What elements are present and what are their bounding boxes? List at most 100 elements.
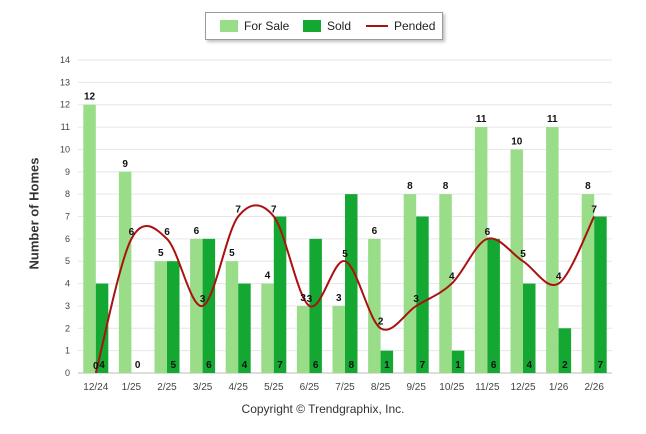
x-tick-label: 2/25 <box>157 382 177 393</box>
data-label-for-sale: 8 <box>443 181 449 192</box>
data-label-sold: 7 <box>277 360 283 371</box>
legend: For Sale Sold Pended <box>205 12 443 40</box>
y-tick-label: 4 <box>65 279 70 289</box>
data-label-sold: 1 <box>455 360 461 371</box>
data-label-for-sale: 4 <box>265 271 271 282</box>
x-tick-label: 6/25 <box>300 382 320 393</box>
data-label-pended: 4 <box>556 272 562 283</box>
bar-for-sale <box>403 194 417 373</box>
y-tick-label: 13 <box>60 77 70 87</box>
legend-label-pended: Pended <box>394 19 436 33</box>
data-label-pended: 3 <box>200 294 206 305</box>
bar-sold <box>273 216 287 373</box>
y-tick-label: 6 <box>65 234 70 244</box>
x-tick-label: 12/24 <box>83 382 108 393</box>
bar-sold <box>594 216 607 373</box>
x-tick-label: 2/26 <box>584 382 604 393</box>
data-label-sold: 6 <box>491 360 497 371</box>
y-tick-label: 5 <box>65 256 70 266</box>
x-tick-label: 9/25 <box>406 382 426 393</box>
bar-for-sale <box>439 194 452 373</box>
y-tick-label: 11 <box>61 122 70 132</box>
data-label-pended: 6 <box>485 227 491 238</box>
data-label-sold: 7 <box>420 360 426 371</box>
y-tick-label: 12 <box>60 100 70 110</box>
data-label-sold: 4 <box>99 360 105 371</box>
legend-item-pended[interactable]: Pended <box>366 13 435 39</box>
y-tick-label: 9 <box>65 167 70 177</box>
x-tick-label: 11/25 <box>475 382 500 393</box>
bar-for-sale <box>225 261 239 373</box>
bar-for-sale <box>261 283 274 373</box>
y-tick-label: 3 <box>65 301 70 311</box>
bar-sold <box>95 283 109 373</box>
bar-for-sale <box>546 127 559 373</box>
bar-sold <box>523 283 536 373</box>
data-label-for-sale: 8 <box>407 181 413 192</box>
data-label-sold: 5 <box>170 360 176 371</box>
legend-item-sold[interactable]: Sold <box>303 13 351 39</box>
legend-swatch-pended <box>366 25 388 27</box>
bar-for-sale <box>154 261 167 373</box>
bar-sold <box>238 283 251 373</box>
bar-sold <box>558 328 572 373</box>
bar-for-sale <box>118 171 132 373</box>
data-label-sold: 2 <box>562 360 568 371</box>
data-label-for-sale: 8 <box>585 181 591 192</box>
data-label-sold: 4 <box>242 360 248 371</box>
legend-label-for-sale: For Sale <box>244 19 290 33</box>
copyright-text: Copyright © Trendgraphix, Inc. <box>241 402 405 416</box>
data-label-pended: 2 <box>378 316 384 327</box>
data-label-sold: 6 <box>313 360 319 371</box>
x-tick-label: 10/25 <box>439 382 464 393</box>
data-label-pended: 3 <box>413 294 419 305</box>
y-tick-label: 2 <box>65 323 70 333</box>
bar-sold <box>451 350 465 373</box>
bar-for-sale <box>510 149 523 373</box>
bar-for-sale <box>474 127 488 373</box>
data-label-pended: 0 <box>93 361 99 372</box>
pended-line <box>94 204 596 374</box>
x-tick-label: 4/25 <box>228 382 248 393</box>
legend-label-sold: Sold <box>327 19 352 33</box>
x-tick-label: 1/26 <box>549 382 569 393</box>
y-tick-label: 14 <box>60 55 70 65</box>
data-label-sold: 4 <box>526 360 532 371</box>
x-tick-label: 7/25 <box>335 382 355 393</box>
y-tick-label: 0 <box>65 368 70 378</box>
data-label-sold: 0 <box>135 360 141 371</box>
y-tick-label: 8 <box>65 189 70 199</box>
data-label-sold: 7 <box>598 360 604 371</box>
data-label-pended: 3 <box>307 294 313 305</box>
bar-sold <box>380 350 394 373</box>
bar-for-sale <box>332 305 345 373</box>
legend-swatch-for-sale <box>220 20 238 32</box>
y-tick-label: 1 <box>65 346 70 356</box>
data-label-pended: 4 <box>449 272 455 283</box>
bar-for-sale <box>368 238 381 373</box>
x-tick-label: 3/25 <box>193 382 213 393</box>
x-tick-label: 1/25 <box>122 382 142 393</box>
data-label-pended: 7 <box>271 205 277 216</box>
y-tick-label: 10 <box>60 144 70 154</box>
data-label-for-sale: 9 <box>122 159 128 170</box>
data-label-pended: 7 <box>235 205 241 216</box>
data-label-for-sale: 11 <box>547 114 558 125</box>
data-label-for-sale: 11 <box>476 114 487 125</box>
data-label-for-sale: 6 <box>372 226 378 237</box>
legend-item-for-sale[interactable]: For Sale <box>220 13 289 39</box>
data-label-for-sale: 3 <box>336 293 342 304</box>
data-label-for-sale: 3 <box>300 293 306 304</box>
bar-for-sale <box>83 104 96 373</box>
bar-for-sale <box>296 305 310 373</box>
x-tick-label: 8/25 <box>371 382 391 393</box>
data-label-sold: 1 <box>384 360 390 371</box>
bar-sold <box>416 216 429 373</box>
data-label-pended: 6 <box>164 227 170 238</box>
bar-sold <box>487 238 500 373</box>
data-label-for-sale: 5 <box>229 248 235 259</box>
data-label-pended: 5 <box>342 249 348 260</box>
data-label-pended: 5 <box>520 249 526 260</box>
data-label-pended: 6 <box>129 227 135 238</box>
